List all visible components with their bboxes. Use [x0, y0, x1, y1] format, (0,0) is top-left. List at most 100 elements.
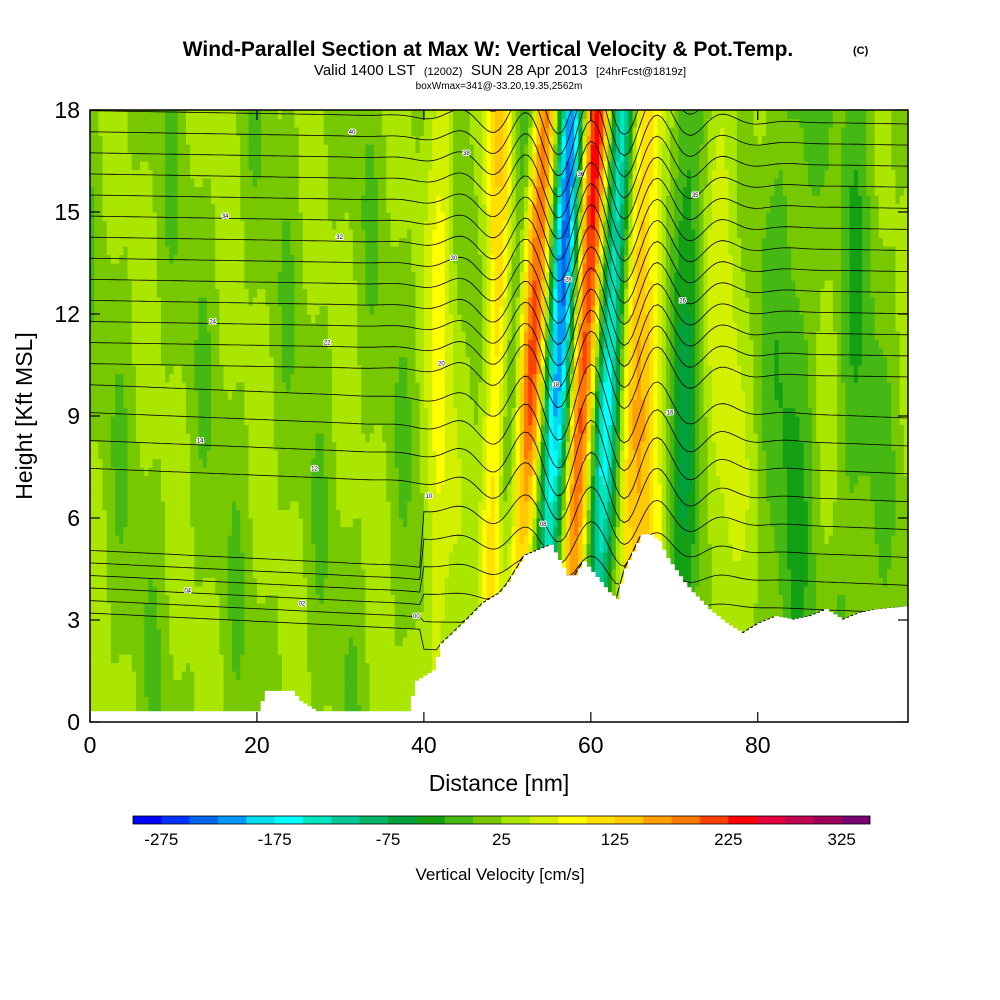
velocity-cell — [340, 475, 346, 485]
velocity-cell — [227, 467, 233, 477]
velocity-cell — [148, 220, 154, 230]
velocity-cell — [294, 331, 300, 341]
velocity-cell — [119, 322, 124, 332]
velocity-cell — [211, 679, 216, 689]
velocity-cell — [160, 127, 166, 137]
velocity-cell — [198, 373, 204, 383]
velocity-cell — [165, 127, 170, 137]
velocity-cell — [277, 110, 283, 120]
velocity-cell — [265, 407, 271, 417]
velocity-cell — [240, 271, 246, 281]
velocity-cell — [127, 416, 133, 426]
velocity-cell — [352, 280, 358, 290]
velocity-cell — [340, 467, 346, 477]
velocity-cell — [252, 424, 258, 434]
velocity-cell — [211, 390, 216, 400]
velocity-cell — [219, 518, 225, 528]
velocity-cell — [323, 322, 329, 332]
velocity-cell — [131, 373, 137, 383]
velocity-cell — [269, 331, 275, 341]
velocity-cell — [181, 212, 187, 222]
velocity-cell — [169, 118, 175, 128]
velocity-cell — [148, 705, 154, 715]
velocity-cell — [311, 212, 316, 222]
velocity-cell — [144, 654, 150, 664]
velocity-cell — [377, 611, 383, 621]
velocity-cell — [165, 271, 170, 281]
velocity-cell — [352, 203, 358, 213]
velocity-cell — [290, 288, 296, 298]
velocity-cell — [106, 152, 112, 162]
velocity-cell — [302, 671, 308, 681]
velocity-cell — [302, 161, 308, 171]
velocity-cell — [165, 620, 170, 630]
velocity-cell — [348, 569, 354, 579]
velocity-cell — [248, 577, 254, 587]
velocity-cell — [294, 586, 300, 596]
velocity-cell — [185, 441, 191, 451]
velocity-cell — [373, 671, 379, 681]
velocity-cell — [327, 637, 333, 647]
velocity-cell — [269, 348, 275, 358]
velocity-cell — [344, 467, 350, 477]
velocity-cell — [323, 441, 329, 451]
velocity-cell — [319, 688, 325, 698]
velocity-cell — [319, 645, 325, 655]
velocity-cell — [152, 535, 158, 545]
velocity-cell — [302, 679, 308, 689]
velocity-cell — [290, 407, 296, 417]
velocity-cell — [156, 611, 162, 621]
velocity-cell — [348, 526, 354, 536]
velocity-cell — [102, 237, 108, 247]
velocity-cell — [311, 679, 316, 689]
velocity-cell — [127, 484, 133, 494]
velocity-cell — [240, 161, 246, 171]
velocity-cell — [198, 263, 204, 273]
velocity-cell — [90, 135, 95, 145]
velocity-cell — [185, 356, 191, 366]
velocity-cell — [365, 407, 371, 417]
velocity-cell — [123, 662, 129, 672]
velocity-cell — [119, 688, 124, 698]
velocity-cell — [352, 382, 358, 392]
velocity-cell — [265, 135, 271, 145]
velocity-cell — [194, 220, 200, 230]
velocity-cell — [273, 305, 279, 315]
velocity-cell — [277, 152, 283, 162]
velocity-cell — [215, 662, 220, 672]
velocity-cell — [348, 433, 354, 443]
velocity-cell — [311, 169, 316, 179]
velocity-cell — [231, 407, 237, 417]
velocity-cell — [294, 373, 300, 383]
velocity-cell — [165, 263, 170, 273]
velocity-cell — [236, 152, 241, 162]
velocity-cell — [152, 314, 158, 324]
velocity-cell — [211, 696, 216, 706]
velocity-cell — [240, 348, 246, 358]
velocity-cell — [231, 203, 237, 213]
velocity-cell — [352, 305, 358, 315]
velocity-cell — [106, 509, 112, 519]
velocity-cell — [227, 509, 233, 519]
velocity-cell — [131, 203, 137, 213]
velocity-cell — [223, 407, 229, 417]
velocity-cell — [298, 263, 304, 273]
velocity-cell — [98, 339, 104, 349]
velocity-cell — [369, 586, 375, 596]
velocity-cell — [206, 399, 212, 409]
velocity-cell — [373, 679, 379, 689]
velocity-cell — [336, 365, 341, 375]
velocity-cell — [252, 552, 258, 562]
velocity-cell — [298, 365, 304, 375]
velocity-cell — [156, 161, 162, 171]
velocity-cell — [165, 237, 170, 247]
velocity-cell — [177, 577, 183, 587]
velocity-cell — [327, 543, 333, 553]
velocity-cell — [265, 679, 271, 689]
velocity-cell — [102, 297, 108, 307]
velocity-cell — [123, 246, 129, 256]
velocity-cell — [110, 433, 116, 443]
velocity-cell — [185, 552, 191, 562]
velocity-cell — [94, 688, 99, 698]
velocity-cell — [98, 637, 104, 647]
